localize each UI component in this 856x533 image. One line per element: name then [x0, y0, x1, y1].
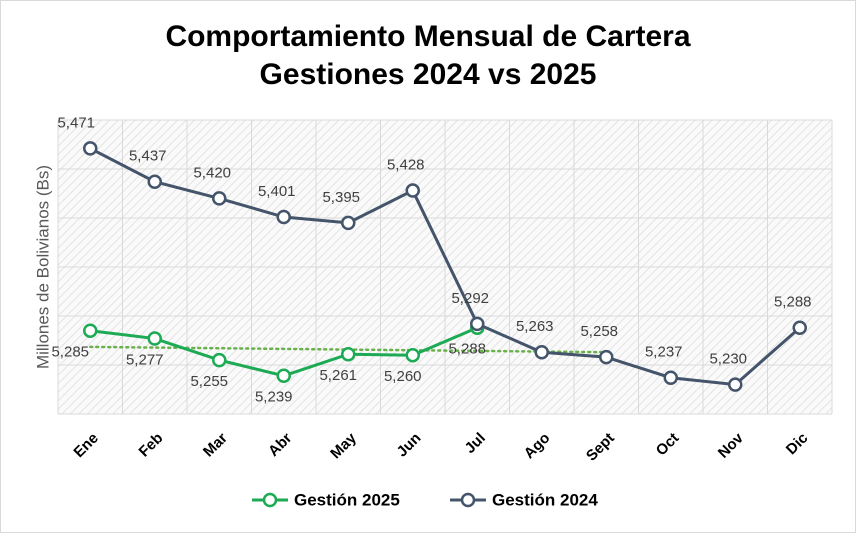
- point: [212, 191, 227, 206]
- series-line: [89, 147, 801, 387]
- data-label: 5,258: [580, 323, 618, 340]
- point: [276, 209, 291, 225]
- data-label: 5,261: [319, 367, 357, 384]
- data-label: 5,255: [190, 373, 228, 390]
- data-label: 5,395: [322, 189, 360, 206]
- point: [83, 141, 98, 156]
- point: [341, 215, 356, 231]
- chart-title: Comportamiento Mensual de Cartera: [165, 20, 690, 53]
- point: [728, 377, 743, 392]
- chart-subtitle: Gestiones 2024 vs 2025: [260, 58, 597, 91]
- data-label: 5,237: [645, 344, 683, 361]
- data-label: 5,239: [255, 389, 293, 406]
- legend-marker: [262, 492, 278, 508]
- data-label: 5,288: [774, 294, 812, 311]
- data-label: 5,401: [258, 183, 296, 200]
- legend-label: Gestión 2024: [492, 490, 598, 509]
- point: [212, 352, 227, 368]
- data-label: 5,230: [709, 351, 747, 368]
- data-label: 5,288: [448, 341, 486, 358]
- point: [792, 320, 807, 336]
- point: [276, 368, 291, 384]
- point: [341, 346, 356, 362]
- data-label: 5,471: [57, 114, 95, 131]
- data-label: 5,428: [387, 157, 425, 174]
- point: [147, 331, 162, 346]
- point: [147, 174, 162, 189]
- data-label: 5,277: [126, 352, 164, 369]
- point: [405, 183, 420, 198]
- point: [599, 349, 614, 365]
- data-label: 5,437: [129, 148, 167, 165]
- data-label: 5,263: [516, 318, 554, 335]
- point: [663, 370, 678, 385]
- legend-label: Gestión 2025: [294, 490, 400, 509]
- point: [405, 347, 420, 363]
- point: [534, 345, 549, 360]
- data-label: 5,285: [51, 344, 89, 361]
- point: [470, 316, 485, 332]
- y-axis-label: Millones de Bolivianos (Bs): [33, 165, 52, 369]
- data-label: 5,292: [451, 290, 489, 307]
- data-label: 5,260: [384, 368, 422, 385]
- point: [83, 323, 98, 338]
- data-label: 5,420: [193, 164, 231, 181]
- legend-marker: [460, 492, 476, 508]
